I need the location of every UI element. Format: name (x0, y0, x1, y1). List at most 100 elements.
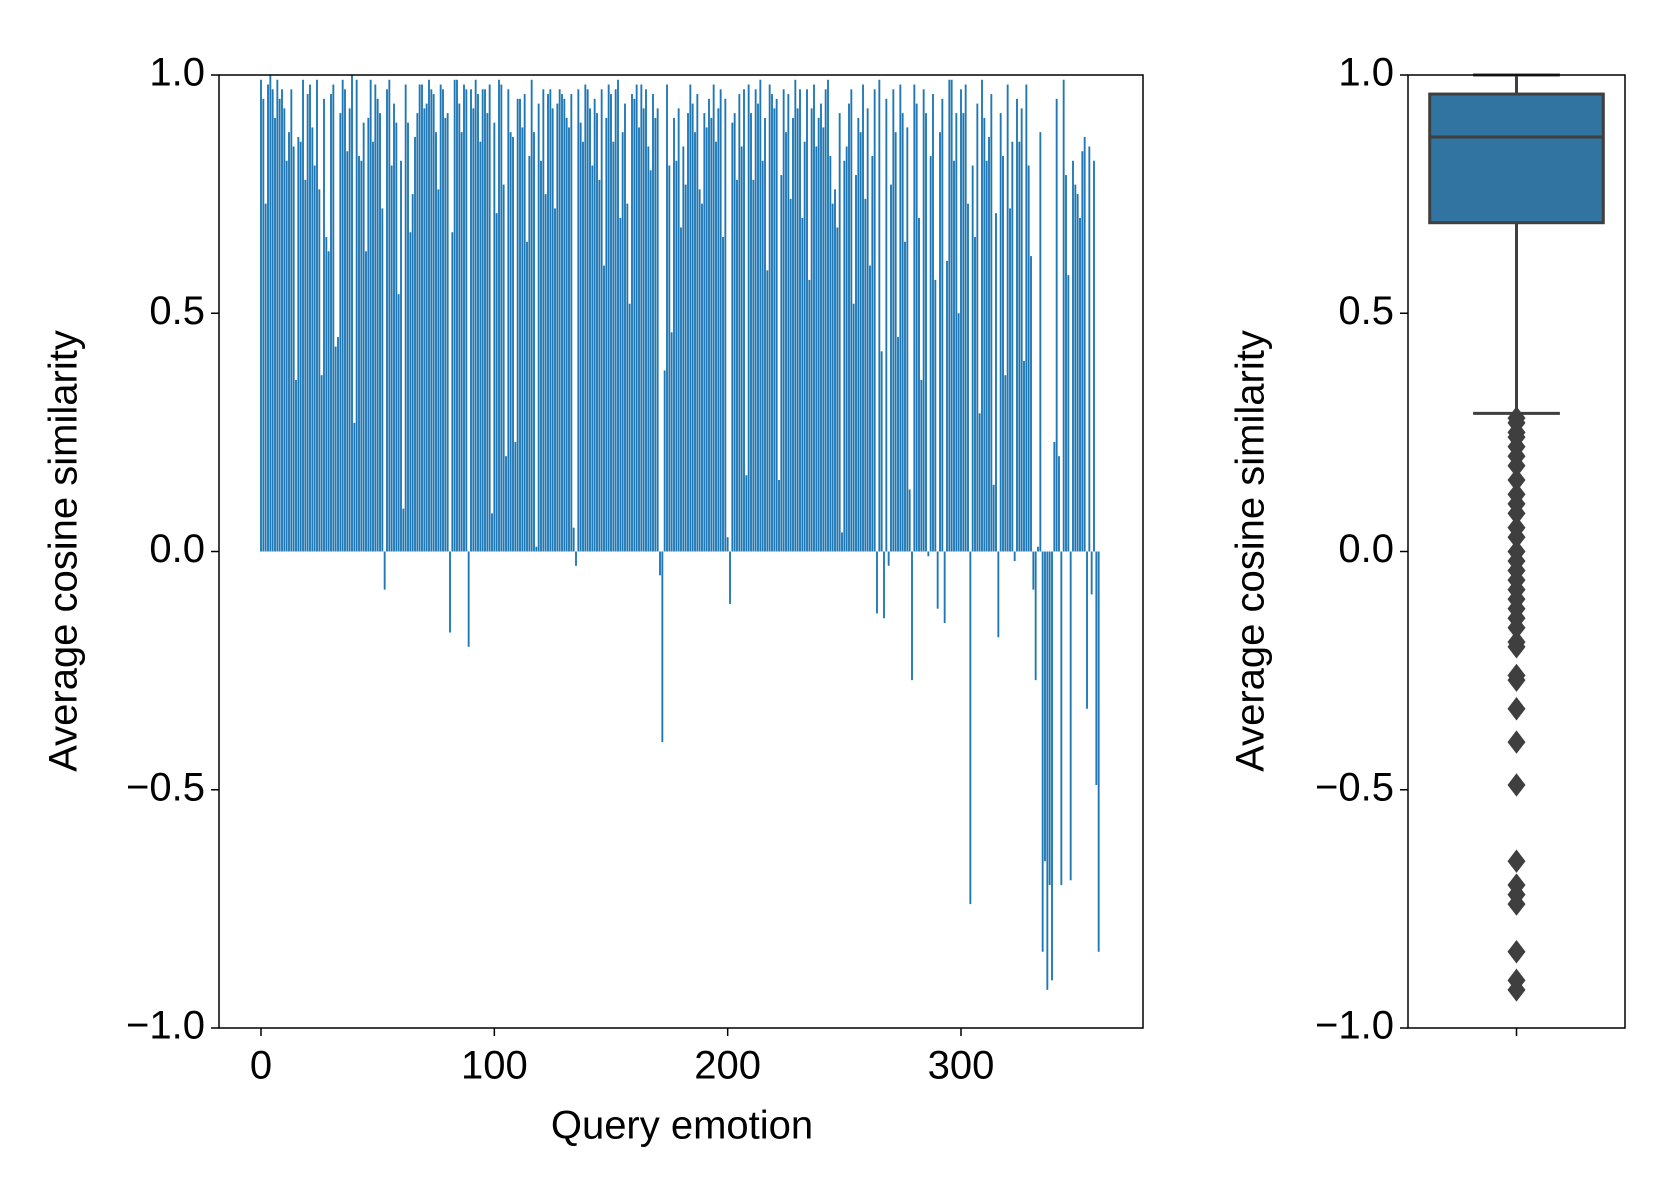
bar (929, 156, 932, 552)
outlier (1507, 697, 1526, 721)
bar (262, 98, 265, 552)
bar (404, 84, 407, 552)
bar (1041, 551, 1044, 952)
outlier (1507, 849, 1526, 873)
bar (488, 84, 491, 552)
bar (1086, 551, 1088, 709)
bar (899, 84, 902, 552)
bar (969, 551, 972, 905)
bar (439, 84, 442, 552)
bar (1030, 256, 1032, 552)
bar (1025, 84, 1028, 552)
x-axis-label: Query emotion (551, 1104, 813, 1148)
bar (640, 84, 643, 552)
bar (1095, 551, 1098, 785)
bar (341, 79, 344, 552)
bar (547, 94, 549, 552)
bar (871, 156, 874, 552)
bar (642, 108, 645, 552)
y-tick-label: 1.0 (149, 51, 205, 95)
bar (407, 122, 409, 552)
bar (1093, 160, 1095, 552)
y-tick-label: −1.0 (1315, 1004, 1394, 1048)
bar (701, 203, 703, 552)
bar (967, 203, 969, 552)
y-tick-label: 1.0 (1338, 51, 1394, 95)
bar (577, 89, 580, 552)
bar (782, 89, 785, 552)
bar (369, 79, 372, 552)
bar (554, 208, 556, 552)
bar (593, 98, 596, 552)
outlier (1507, 730, 1526, 754)
bar (668, 165, 671, 552)
bar (505, 456, 507, 552)
bar (551, 108, 554, 552)
bar (402, 508, 405, 552)
bar (1011, 141, 1014, 552)
bar (491, 513, 493, 552)
bar (612, 141, 615, 552)
bar (773, 108, 776, 552)
bar (603, 265, 605, 552)
bar (803, 141, 806, 552)
bar (689, 84, 692, 552)
y-tick-label: 0.0 (1338, 527, 1394, 571)
bar (906, 127, 909, 552)
bar (484, 89, 486, 552)
bar (332, 84, 335, 552)
bar (556, 103, 559, 552)
bar (787, 94, 790, 552)
bar (297, 136, 300, 552)
bar (904, 241, 906, 552)
bar (717, 108, 720, 552)
bar (768, 84, 771, 552)
bar (535, 546, 538, 552)
y-tick-label: −1.0 (126, 1004, 205, 1048)
bar (264, 203, 267, 552)
bar (346, 151, 349, 552)
bar (372, 141, 374, 552)
bar (355, 79, 358, 552)
bar (530, 79, 533, 552)
bar (985, 160, 988, 552)
bar (635, 84, 638, 552)
bar (327, 251, 330, 552)
bar (845, 146, 848, 552)
bar (670, 332, 673, 552)
bar (502, 184, 505, 552)
bar (444, 117, 447, 552)
bar (334, 346, 337, 552)
bar (1062, 79, 1065, 552)
bar (316, 79, 318, 552)
bar (435, 132, 437, 552)
bar (682, 146, 685, 552)
bar (276, 79, 279, 552)
bar (843, 160, 846, 552)
bar (722, 237, 724, 552)
y-tick-label: 0.0 (149, 527, 205, 571)
bar (829, 156, 832, 552)
bar (514, 441, 517, 552)
bar (920, 379, 923, 552)
bar (852, 303, 855, 552)
bar (418, 84, 421, 552)
bar (292, 146, 295, 552)
bar (1034, 551, 1037, 681)
bar (498, 79, 500, 552)
bar (1076, 194, 1079, 552)
bar (838, 113, 841, 552)
bar (652, 94, 654, 552)
bar (747, 84, 750, 552)
bar (425, 103, 428, 552)
outlier (1507, 892, 1526, 916)
bar (318, 189, 321, 552)
bar (610, 94, 612, 552)
bar (964, 84, 967, 552)
bar (512, 136, 514, 552)
bar (908, 489, 911, 552)
bar (278, 98, 281, 552)
outlier (1507, 616, 1526, 640)
bar (862, 84, 864, 552)
bar (799, 89, 801, 552)
